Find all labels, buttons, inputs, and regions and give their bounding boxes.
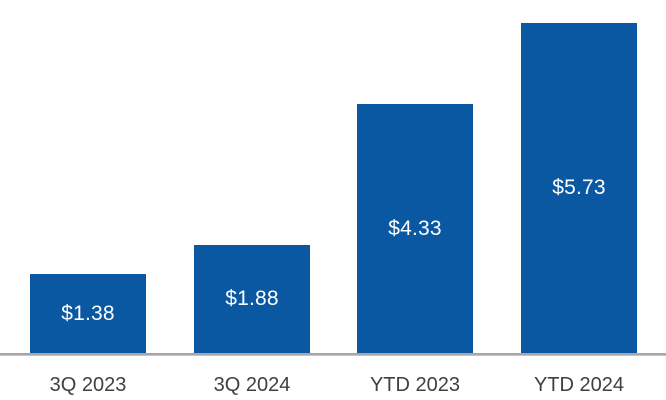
x-axis-label: YTD 2024 [533,374,625,396]
x-axis-line-highlight [0,355,666,356]
bar-value-label: $1.38 [61,301,115,325]
bar-value-label: $1.88 [225,287,279,310]
bar: $1.88 [194,245,310,353]
bar: $1.38 [30,274,146,353]
bar-value-label: $5.73 [552,176,606,199]
bar-value-label: $4.33 [388,216,442,240]
bar: $4.33 [357,104,473,353]
x-axis-label: 3Q 2024 [213,374,291,396]
x-axis-line [0,353,666,356]
x-axis-label: 3Q 2023 [49,374,127,396]
bar: $5.73 [521,23,637,353]
x-axis-label: YTD 2023 [369,374,461,396]
